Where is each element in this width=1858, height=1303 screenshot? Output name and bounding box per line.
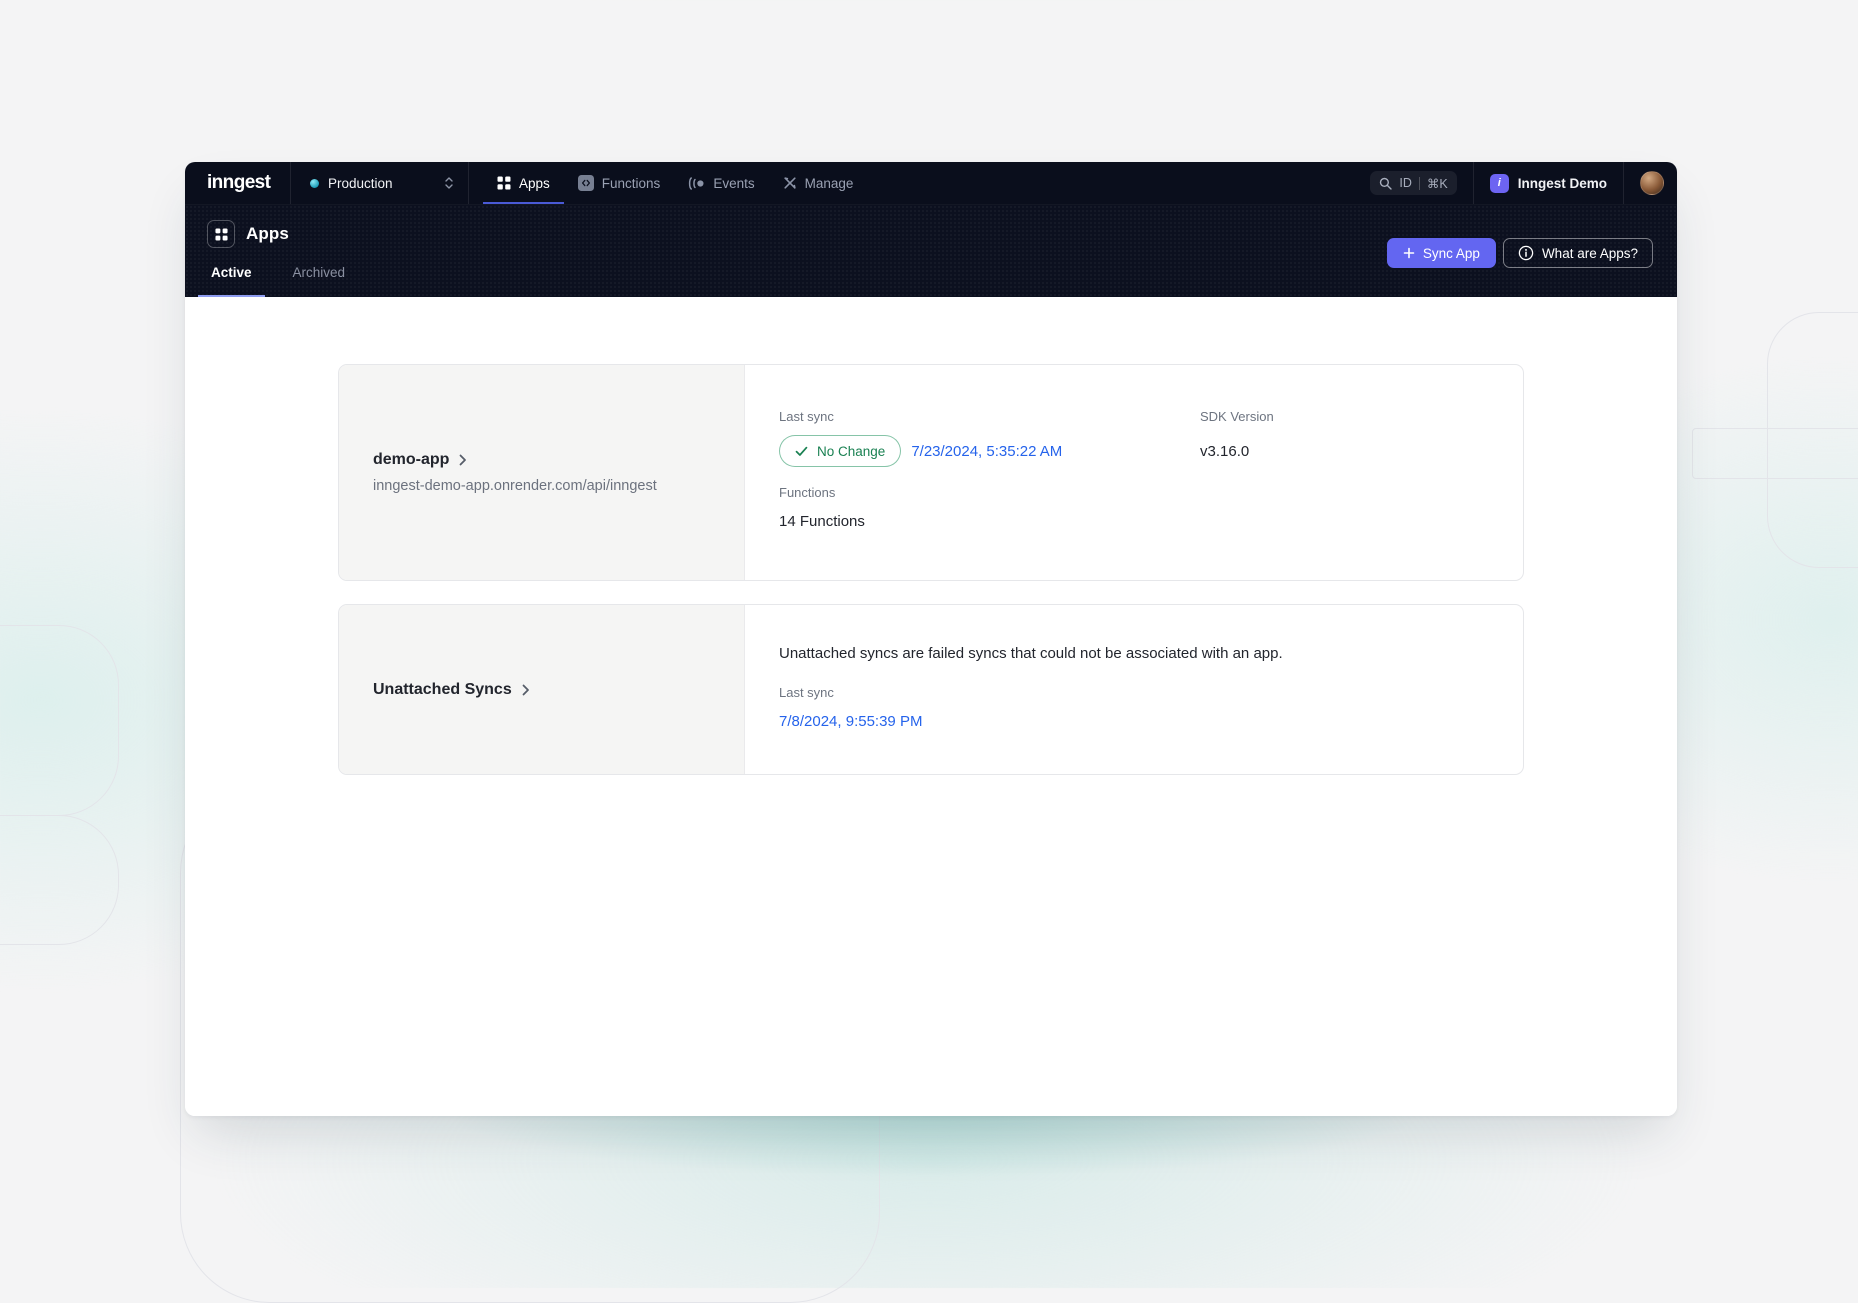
info-icon [1518,245,1534,261]
unattached-card-details: Unattached syncs are failed syncs that c… [745,605,1523,774]
nav-tab-label: Apps [519,175,550,191]
unattached-description: Unattached syncs are failed syncs that c… [779,645,1283,662]
workspace-name: Inngest Demo [1517,175,1607,191]
sdk-version-field: SDK Version v3.16.0 [1200,407,1489,533]
background-shape [1692,428,1858,479]
divider [1623,162,1624,204]
tab-archived[interactable]: Archived [292,265,346,280]
primary-nav: Apps Functions Events Manage [483,162,867,204]
apps-grid-icon [207,220,235,248]
main-content: demo-app inngest-demo-app.onrender.com/a… [185,364,1677,1116]
chevron-right-icon [459,454,467,466]
last-sync-field: Last sync No Change 7/23/2024, 5:35:22 A… [779,407,1200,533]
nav-tab-label: Manage [804,175,854,191]
environment-switcher[interactable]: Production [291,162,469,204]
environment-name: Production [328,175,393,191]
page-title: Apps [246,224,289,243]
divider [1418,176,1420,190]
last-sync-label: Last sync [779,409,834,424]
events-signal-icon [688,176,705,190]
app-cards-list: demo-app inngest-demo-app.onrender.com/a… [338,364,1524,775]
sync-status-text: No Change [817,443,886,459]
nav-tab-apps[interactable]: Apps [483,162,564,204]
last-sync-timestamp[interactable]: 7/23/2024, 5:35:22 AM [911,442,1063,460]
tab-active[interactable]: Active [198,256,265,297]
background-shape [1767,312,1858,568]
nav-tab-label: Events [713,175,755,191]
unattached-card-summary: Unattached Syncs [339,605,745,774]
last-sync-label: Last sync [779,685,834,700]
manage-tools-icon [783,176,797,190]
what-are-apps-button[interactable]: What are Apps? [1502,238,1653,268]
plus-icon [1403,247,1415,259]
app-card-demo-app: demo-app inngest-demo-app.onrender.com/a… [338,364,1524,581]
check-icon [795,446,808,457]
sync-app-label: Sync App [1422,245,1480,261]
functions-code-icon [577,175,594,191]
page-header: Apps Active Archived Sync App What are A… [185,205,1677,297]
nav-tab-functions[interactable]: Functions [564,162,675,204]
unattached-syncs-link[interactable]: Unattached Syncs [373,681,710,699]
apps-grid-icon [497,176,511,190]
app-window: inngest Production Apps Functions [185,162,1677,1116]
logo-text: inngest [207,172,271,193]
workspace-badge-icon: i [1489,173,1509,193]
sync-status-badge: No Change [779,435,902,467]
nav-tab-events[interactable]: Events [674,162,768,204]
unattached-syncs-card: Unattached Syncs Unattached syncs are fa… [338,604,1524,775]
nav-tab-manage[interactable]: Manage [769,162,868,204]
divider [1472,162,1474,204]
chevron-right-icon [522,684,530,696]
background-shape [0,815,119,945]
user-avatar[interactable] [1640,171,1664,195]
search-icon [1379,177,1393,190]
inngest-logo[interactable]: inngest [185,162,291,204]
navbar-right: ID ⌘K i Inngest Demo [1370,162,1677,204]
nav-tab-label: Functions [601,175,661,191]
app-name-link[interactable]: demo-app [373,451,710,469]
unattached-syncs-title: Unattached Syncs [373,680,512,698]
search-shortcut-keys: ⌘K [1426,176,1448,191]
search-id-label: ID [1399,176,1412,190]
sdk-version-label: SDK Version [1200,409,1274,424]
page-title-row: Apps [185,205,1677,248]
app-name: demo-app [373,451,450,468]
what-are-apps-label: What are Apps? [1541,245,1638,261]
workspace-menu[interactable]: i Inngest Demo [1489,173,1607,193]
background-shape [0,625,119,816]
header-actions: Sync App What are Apps? [1386,238,1653,268]
app-card-summary: demo-app inngest-demo-app.onrender.com/a… [339,365,745,580]
app-card-details: Last sync No Change 7/23/2024, 5:35:22 A… [745,365,1523,580]
last-sync-timestamp[interactable]: 7/8/2024, 9:55:39 PM [779,713,923,730]
functions-label: Functions [779,485,836,500]
functions-count: 14 Functions [779,513,865,530]
chevron-up-down-icon [443,176,455,190]
sdk-version-value: v3.16.0 [1200,442,1250,460]
top-navbar: inngest Production Apps Functions [185,162,1677,205]
environment-status-icon [310,178,319,188]
app-url: inngest-demo-app.onrender.com/api/innges… [373,478,657,494]
search-shortcut-button[interactable]: ID ⌘K [1370,171,1457,195]
sync-app-button[interactable]: Sync App [1386,238,1496,268]
window-glow [340,1098,1530,1248]
apps-filter-tabs: Active Archived [198,256,1677,297]
